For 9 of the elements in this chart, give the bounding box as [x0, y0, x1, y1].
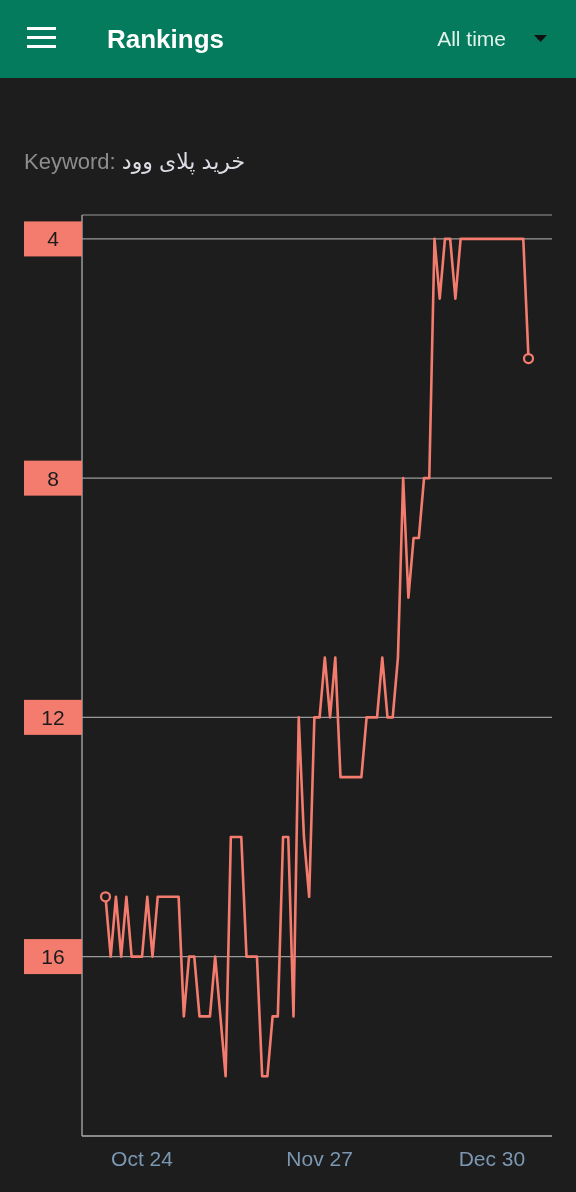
y-tick-label: 16 [41, 945, 65, 969]
x-tick-label: Nov 27 [286, 1147, 353, 1170]
y-tick-label: 8 [47, 466, 59, 490]
chart-title: Rankings [107, 23, 225, 55]
y-tick-label: 4 [47, 227, 60, 251]
text: All time [437, 26, 506, 52]
y-tick-label: 12 [41, 705, 65, 729]
x-tick-label: Dec 30 [458, 1147, 526, 1170]
x-tick-label: Oct 24 [111, 1147, 174, 1170]
